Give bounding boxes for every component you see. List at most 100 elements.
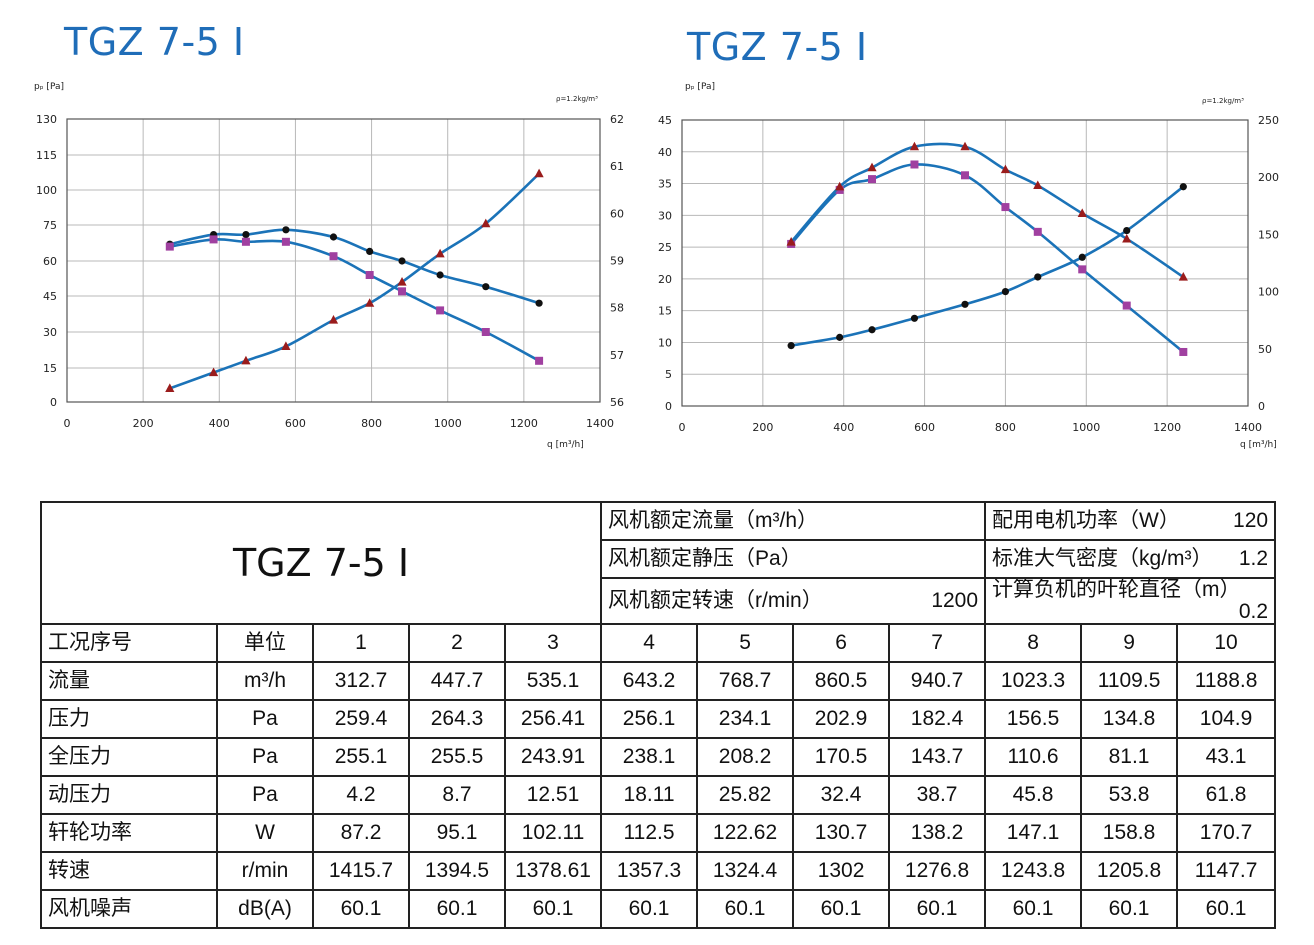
series-line [168,172,541,390]
table-cell: 60.1 [408,889,506,929]
row-label: 风机噪声 [40,889,218,929]
table-cell: 259.4 [312,699,410,739]
row-label: 轩轮功率 [40,813,218,853]
table-cell: 104.9 [1176,699,1277,739]
table-cell: 312.7 [312,661,410,701]
row-label: 压力 [40,699,218,739]
data-point-triangle [1077,208,1087,218]
data-point-circle [282,226,290,234]
table-cell: 768.7 [696,661,795,701]
table-cell: 243.91 [503,737,603,777]
table-cell: 122.62 [696,813,795,853]
data-point-circle [1078,253,1086,261]
spec-cell: 风机额定转速（r/min） 1200 [600,577,987,625]
y2-tick-label: 59 [610,255,624,268]
y-tick-label: 25 [658,241,672,254]
table-cell: 53.8 [1080,775,1179,815]
table-cell: 45.8 [984,775,1083,815]
table-cell: 138.2 [888,813,987,853]
table-cell: 1415.7 [312,851,410,891]
chart-right-title: TGZ 7-5 I [687,25,868,69]
table-cell: 12.51 [503,775,603,815]
data-point-triangle [397,277,407,286]
table-cell: 8.7 [408,775,506,815]
density-note: ρ=1.2kg/m³ [556,95,598,103]
table-cell: 130.7 [792,813,891,853]
data-point-circle [398,257,406,265]
table-cell: 1276.8 [888,851,987,891]
table-cell: 1147.7 [1176,851,1277,891]
data-point-triangle [241,355,251,365]
data-point-triangle [1033,180,1043,190]
chart-left-title: TGZ 7-5 I [64,20,245,64]
data-point-square [868,175,877,184]
data-point-circle [787,342,795,350]
y-tick-label: 10 [658,336,672,349]
plot-frame [681,119,1249,407]
x-tick-label: 0 [64,417,71,430]
series-line [168,228,541,305]
series-line [789,142,1185,279]
row-unit: Pa [216,737,314,777]
data-point-square [1033,227,1042,236]
spec-table: TGZ 7-5 I 风机额定流量（m³/h） 配用电机功率（W） 120 风机额定… [39,501,1277,929]
table-cell: 170.5 [792,737,891,777]
x-tick-label: 400 [833,421,854,434]
table-cell: 147.1 [984,813,1083,853]
spec-cell: 标准大气密度（kg/m³） 1.2 [984,539,1277,579]
row-unit: Pa [216,699,314,739]
data-point-square [535,356,544,365]
y2-tick-label: 56 [610,396,624,409]
data-point-circle [482,283,490,291]
table-cell: 256.41 [503,699,603,739]
row-unit: r/min [216,851,314,891]
data-point-square [1122,301,1131,310]
data-point-square [436,306,445,315]
table-cell: 60.1 [984,889,1083,929]
y-axis-label: pₚ [Pa] [34,82,64,92]
y-tick-label: 15 [43,362,57,375]
x-tick-label: 800 [995,421,1016,434]
data-point-square [910,160,919,169]
table-header-row: 工况序号 单位 1 2 3 4 5 6 7 8 9 10 [40,623,1277,663]
table-cell: 255.1 [312,737,410,777]
table-cell: 143.7 [888,737,987,777]
column-number: 10 [1176,623,1277,663]
column-number: 1 [312,623,410,663]
y2-tick-label: 0 [1258,400,1265,413]
x-tick-label: 600 [914,421,935,434]
data-point-square [1179,347,1188,356]
y2-tick-label: 57 [610,349,624,362]
table-row: 风机噪声 dB(A) 60.1 60.1 60.1 60.1 60.1 60.1 60.1 60.… [40,889,1277,929]
table-row: 流量 m³/h 312.7 447.7 535.1 643.2 768.7 860.5 940.… [40,661,1277,701]
data-point-triangle [835,181,845,191]
spec-cell: 风机额定流量（m³/h） [600,501,987,541]
plot-frame [66,118,601,403]
table-row: 轩轮功率 W 87.2 95.1 102.11 112.5 122.62 130.7 138.2… [40,813,1277,853]
column-number: 8 [984,623,1083,663]
data-point-circle [1123,226,1131,235]
table-cell: 643.2 [600,661,699,701]
table-cell: 25.82 [696,775,795,815]
table-cell: 1324.4 [696,851,795,891]
table-cell: 60.1 [696,889,795,929]
y-tick-label: 30 [658,209,672,222]
table-cell: 60.1 [312,889,410,929]
table-cell: 234.1 [696,699,795,739]
data-point-circle [329,233,338,241]
column-number: 3 [503,623,603,663]
table-cell: 134.8 [1080,699,1179,739]
table-cell: 87.2 [312,813,410,853]
table-cell: 1109.5 [1080,661,1179,701]
x-tick-label: 0 [679,421,686,434]
density-note: ρ=1.2kg/m³ [1202,97,1244,105]
table-cell: 4.2 [312,775,410,815]
column-number: 7 [888,623,987,663]
data-point-square [398,287,407,296]
table-cell: 255.5 [408,737,506,777]
table-cell: 61.8 [1176,775,1277,815]
y-tick-label: 0 [50,396,57,409]
series-line [789,185,1185,347]
table-model-title: TGZ 7-5 I [39,501,603,625]
y-tick-label: 130 [36,113,57,126]
